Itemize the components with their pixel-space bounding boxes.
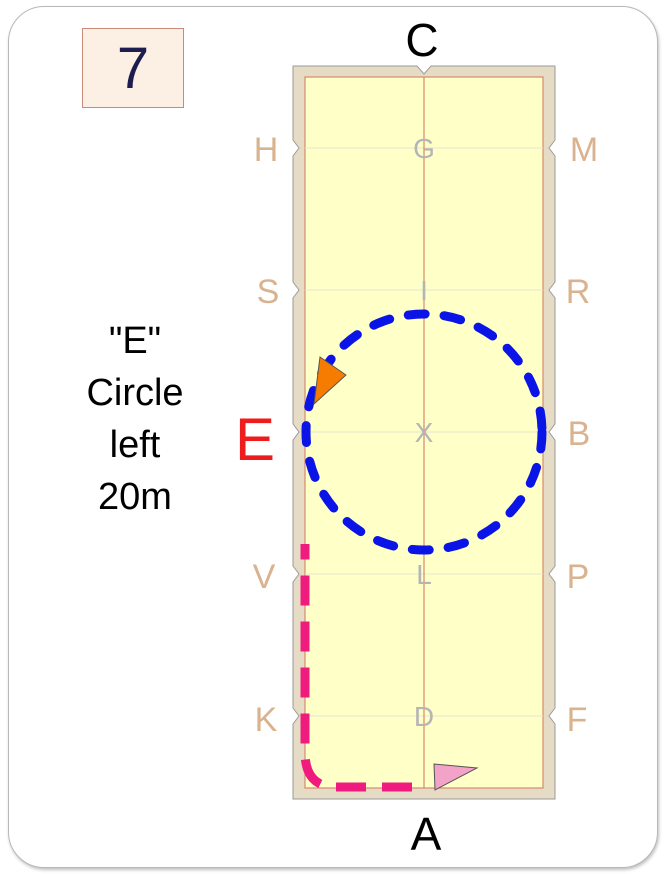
marker-letter-right-3: B — [568, 415, 591, 453]
figure-number-box: 7 — [82, 28, 184, 108]
end-direction-arrow — [313, 356, 347, 406]
centre-letter-2: I — [420, 275, 428, 306]
description-line-3: left — [109, 424, 161, 466]
description-line-2: Circle — [86, 372, 184, 414]
marker-letter-left-1: H — [254, 131, 279, 169]
centre-letter-4: L — [416, 559, 432, 590]
start-direction-arrow — [433, 763, 479, 791]
description-line-4: 20m — [98, 476, 172, 518]
centre-letter-3: X — [415, 417, 434, 448]
marker-letter-bottom: A — [411, 808, 442, 860]
marker-letter-right-5: F — [567, 701, 588, 739]
description-line-1: "E" — [108, 320, 162, 362]
marker-letter-left-5: K — [255, 701, 278, 739]
marker-letter-top: C — [405, 14, 438, 66]
marker-letter-right-2: R — [566, 273, 591, 311]
movement-description: "E" Circle left 20m — [40, 315, 230, 523]
approach-path — [300, 544, 412, 792]
centre-letter-5: D — [414, 701, 434, 732]
marker-letter-left-2: S — [257, 273, 280, 311]
marker-letter-left-3-highlighted: E — [235, 406, 275, 473]
figure-number: 7 — [116, 35, 150, 101]
centre-letter-1: G — [413, 133, 435, 164]
marker-letter-right-4: P — [567, 558, 590, 596]
circle-path — [301, 309, 547, 555]
marker-letter-left-4: V — [253, 558, 276, 596]
marker-letter-right-1: M — [570, 131, 598, 169]
